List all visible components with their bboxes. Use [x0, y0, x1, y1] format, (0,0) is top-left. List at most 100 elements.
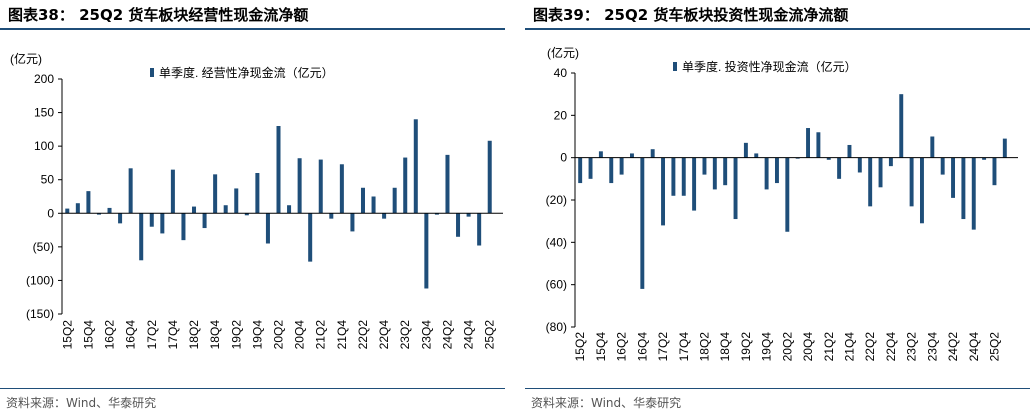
bar-21Q3	[329, 213, 334, 219]
bar-21Q1	[308, 213, 313, 262]
x-tick-label: 20Q2	[780, 332, 794, 362]
bar-15Q3	[588, 157, 593, 179]
x-tick-label: 25Q2	[483, 320, 497, 350]
bar-25Q1	[477, 213, 482, 246]
bar-20Q1	[774, 157, 779, 184]
chart-panel-investing-cash-flow: 图表39： 25Q2 货车板块投资性现金流净流额 (亿元) 单季度. 投资性净现金…	[525, 0, 1030, 415]
bar-24Q4	[971, 157, 976, 230]
bar-19Q4	[764, 157, 769, 190]
bar-21Q2	[318, 159, 323, 214]
legend-swatch	[150, 68, 154, 77]
bar-20Q2	[276, 126, 281, 214]
bar-22Q2	[868, 157, 873, 207]
bar-25Q2	[487, 140, 492, 214]
x-tick-label: 19Q4	[760, 332, 774, 362]
x-tick-label: 17Q2	[145, 320, 159, 350]
bar-23Q3	[413, 119, 418, 214]
y-tick-label: 0	[47, 206, 54, 220]
x-tick-label: 20Q2	[272, 320, 286, 350]
bar-18Q4	[213, 174, 218, 214]
y-tick-label: 20	[554, 108, 568, 122]
source-note: 资料来源：Wind、华泰研究	[6, 396, 157, 410]
y-tick-label: 200	[34, 72, 54, 86]
bar-undefined	[1002, 138, 1007, 158]
figure-title: 图表39： 25Q2 货车板块投资性现金流净流额	[533, 6, 849, 24]
x-tick-label: 22Q4	[377, 320, 391, 350]
y-tick-label: 50	[41, 173, 55, 187]
bar-23Q4	[930, 136, 935, 158]
bar-22Q1	[857, 157, 862, 173]
legend: 单季度. 投资性净现金流（亿元）	[673, 59, 857, 74]
bar-24Q3	[961, 157, 966, 220]
x-tick-label: 18Q4	[718, 332, 732, 362]
legend-swatch	[673, 62, 677, 71]
y-tick-label: 150	[34, 106, 54, 120]
x-tick-label: 18Q4	[208, 320, 222, 350]
bar-23Q1	[392, 187, 397, 214]
x-tick-label: 20Q4	[801, 332, 815, 362]
x-tick-label: 22Q4	[884, 332, 898, 362]
bar-23Q2	[909, 157, 914, 207]
x-tick-label: 18Q2	[187, 320, 201, 350]
bar-18Q3	[202, 213, 207, 229]
x-tick-label: 21Q4	[335, 320, 349, 350]
bar-18Q4	[723, 157, 728, 186]
bar-22Q4	[382, 213, 387, 219]
bar-20Q4	[297, 158, 302, 214]
x-tick-label: 15Q2	[573, 332, 587, 362]
x-tick-label: 16Q2	[615, 332, 629, 362]
bar-21Q2	[826, 157, 831, 160]
bar-24Q2	[445, 154, 450, 214]
bar-16Q4	[640, 157, 645, 289]
bar-18Q1	[692, 157, 697, 211]
title-rule	[525, 28, 1030, 30]
bar-20Q3	[287, 205, 292, 214]
bar-21Q4	[339, 164, 344, 214]
y-tick-label: (60)	[546, 278, 567, 292]
bar-24Q1	[434, 213, 439, 215]
bar-24Q4	[466, 213, 471, 217]
bar-19Q1	[223, 205, 228, 214]
bar-15Q4	[86, 191, 91, 214]
x-tick-label: 16Q2	[103, 320, 117, 350]
x-tick-label: 24Q2	[440, 320, 454, 350]
bar-17Q2	[149, 213, 154, 227]
y-tick-label: (150)	[26, 307, 54, 321]
x-tick-label: 17Q4	[677, 332, 691, 362]
legend: 单季度. 经营性净现金流（亿元）	[150, 65, 334, 80]
operating-cash-flow-chart: (亿元) 单季度. 经营性净现金流（亿元） 200 150 100 50 0 (50) (100…	[10, 51, 503, 350]
y-tick-label: (50)	[33, 240, 54, 254]
bar-16Q1	[96, 213, 101, 215]
bar-17Q3	[671, 157, 676, 196]
y-tick-label: (20)	[546, 193, 567, 207]
bar-19Q2	[234, 188, 239, 214]
bar-24Q1	[940, 157, 945, 175]
investing-cash-flow-chart: (亿元) 单季度. 投资性净现金流（亿元） 40 20 0 (20) (40) (60) (80…	[546, 45, 1018, 362]
x-tick-label: 19Q2	[229, 320, 243, 350]
y-tick-label: 40	[554, 66, 568, 80]
bar-20Q2	[785, 157, 790, 232]
bar-18Q2	[192, 206, 197, 214]
bar-23Q1	[899, 94, 904, 158]
bar-22Q3	[371, 196, 376, 214]
bar-17Q1	[139, 213, 144, 261]
bar-22Q2	[360, 187, 365, 214]
unit-label: (亿元)	[10, 51, 42, 66]
x-tick-label: 21Q2	[822, 332, 836, 362]
y-tick-label: 100	[34, 139, 54, 153]
x-tick-label: 21Q4	[842, 332, 856, 362]
bar-21Q1	[816, 132, 821, 158]
bar-16Q3	[118, 213, 123, 224]
title-rule	[0, 28, 505, 30]
bar-17Q3	[160, 213, 165, 234]
bar-18Q1	[181, 213, 186, 241]
x-tick-label: 15Q4	[81, 320, 95, 350]
bar-16Q2	[107, 207, 112, 214]
bar-17Q1	[650, 149, 655, 158]
bar-15Q2	[65, 208, 70, 214]
bar-23Q3	[919, 157, 924, 224]
bar-17Q4	[170, 169, 175, 214]
x-tick-label: 16Q4	[124, 320, 138, 350]
bar-15Q2	[578, 157, 583, 184]
bar-24Q2	[951, 157, 956, 198]
